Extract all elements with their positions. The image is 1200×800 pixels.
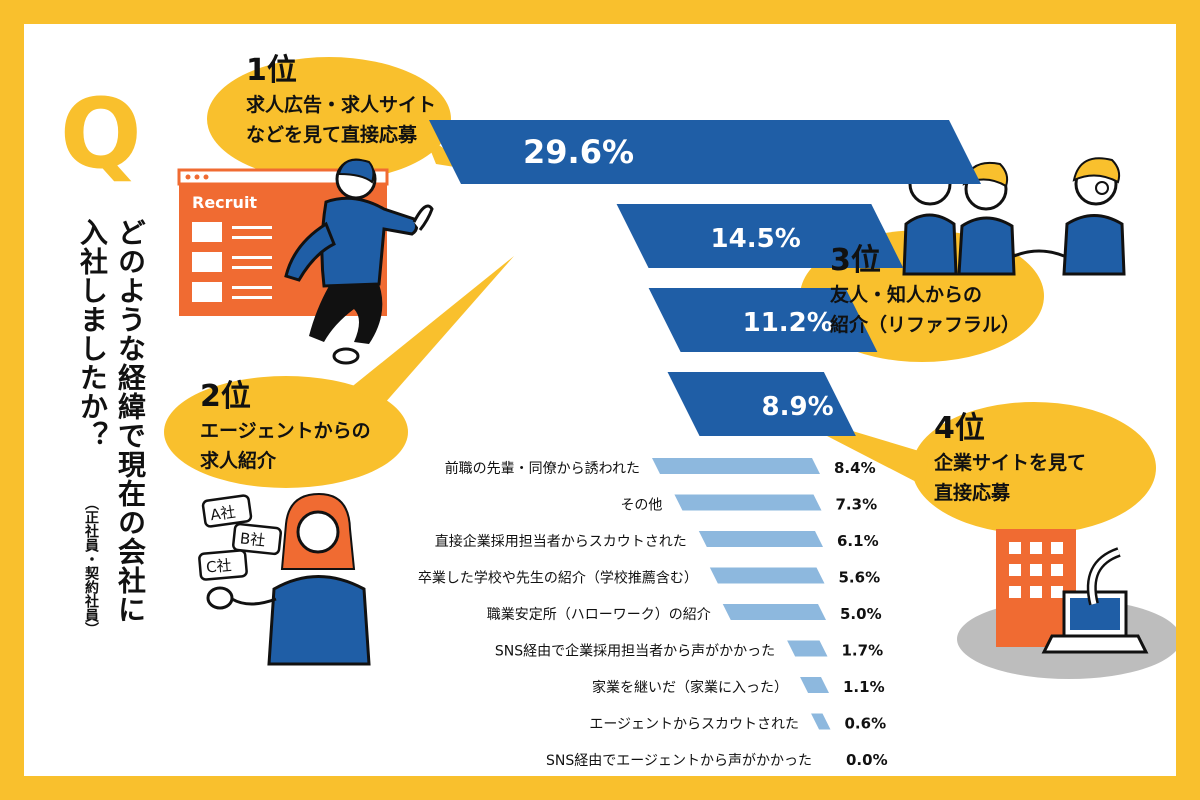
rank-3-line2: 紹介（リファフラル） [830, 314, 1021, 336]
bar-value-label-11: 1.1% [843, 678, 885, 696]
bar-value-label-3: 11.2% [743, 308, 833, 338]
bar-value-label-5: 8.4% [834, 459, 876, 477]
question-note: （正社員・契約社員） [83, 496, 99, 636]
question-letter: Q [60, 78, 142, 190]
bar-value-label-7: 6.1% [837, 532, 879, 550]
chart-canvas: Recruit [164, 57, 1176, 769]
category-label-9: 職業安定所（ハローワーク）の紹介 [487, 607, 711, 623]
value-labels-group: 29.6% 14.5% 11.2% 8.9% 8.4% 7.3% 6.1% 5.6% 5.0% 1… [523, 133, 888, 769]
bar-value-label-1: 29.6% [523, 133, 634, 171]
bar-5 [652, 458, 820, 474]
bar-11 [800, 677, 829, 693]
bar-1 [429, 120, 981, 184]
category-label-5: 前職の先輩・同僚から誘われた [445, 460, 640, 477]
rank-1-label: 1位 求人広告・求人サイト などを見て直接応募 [246, 56, 436, 150]
rank-2-line1: エージェントからの [200, 420, 371, 442]
bar-2 [616, 204, 904, 268]
bar-9 [722, 604, 826, 620]
bar-value-label-2: 14.5% [711, 224, 801, 254]
bar-4 [667, 372, 856, 436]
category-label-13: SNS経由でエージェントから声がかかった [546, 753, 812, 769]
rank-2-label: 2位 エージェントからの 求人紹介 [200, 382, 371, 476]
category-label-6: その他 [620, 498, 662, 514]
bubble-rank-2 [164, 256, 514, 488]
rank-2-number: 2位 [200, 379, 251, 414]
rank-4-label: 4位 企業サイトを見て 直接応募 [934, 414, 1086, 508]
rank-1-line1: 求人広告・求人サイト [246, 94, 437, 116]
category-label-12: エージェントからスカウトされた [589, 717, 799, 733]
rank-4-line1: 企業サイトを見て [934, 452, 1087, 474]
bubble-rank-1 [207, 57, 499, 181]
category-label-11: 家業を継いだ（家業に入った） [592, 679, 788, 696]
rank-3-number: 3位 [830, 243, 881, 278]
bar-12 [811, 713, 831, 730]
category-label-7: 直接企業採用担当者からスカウトされた [435, 533, 687, 550]
bar-3 [648, 288, 878, 352]
rank-3-line1: 友人・知人からの [830, 284, 983, 306]
bar-value-label-8: 5.6% [839, 569, 881, 587]
rank-1-number: 1位 [246, 53, 297, 88]
bars-group [429, 120, 981, 730]
infographic-frame: Recruit [24, 24, 1176, 776]
rank-4-line2: 直接応募 [934, 482, 1011, 504]
category-label-8: 卒業した学校や先生の紹介（学校推薦含む） [418, 570, 698, 587]
recruit-label: Recruit [192, 193, 257, 212]
category-label-10: SNS経由で企業採用担当者から声がかかった [495, 643, 775, 660]
bar-value-label-12: 0.6% [845, 715, 887, 733]
category-labels-group: 前職の先輩・同僚から誘われたその他直接企業採用担当者からスカウトされた卒業した学… [418, 460, 812, 769]
company-a-label: A社 [209, 503, 237, 524]
office-illustration [957, 529, 1176, 679]
bar-value-label-9: 5.0% [840, 605, 882, 623]
rank-4-number: 4位 [934, 411, 985, 446]
bar-value-label-10: 1.7% [842, 642, 884, 660]
rank-2-line2: 求人紹介 [200, 450, 277, 472]
bar-6 [674, 494, 822, 511]
question-text-line2: 入社しましたか？ [76, 218, 109, 450]
running-man-illustration [284, 158, 434, 365]
bar-value-label-4: 8.9% [762, 392, 834, 422]
bar-8 [709, 567, 825, 584]
rank-1-line2: などを見て直接応募 [246, 124, 418, 146]
bar-7 [698, 531, 823, 547]
question-text-line1: どのような経緯で現在の会社に [114, 218, 147, 624]
company-c-label: C社 [205, 556, 232, 576]
bar-value-label-6: 7.3% [836, 496, 878, 514]
bar-value-label-13: 0.0% [846, 751, 888, 769]
rank-3-label: 3位 友人・知人からの 紹介（リファフラル） [830, 246, 1020, 340]
bar-10 [787, 640, 828, 657]
company-b-label: B社 [239, 529, 266, 550]
woman-illustration: A社 B社 C社 [198, 492, 371, 666]
